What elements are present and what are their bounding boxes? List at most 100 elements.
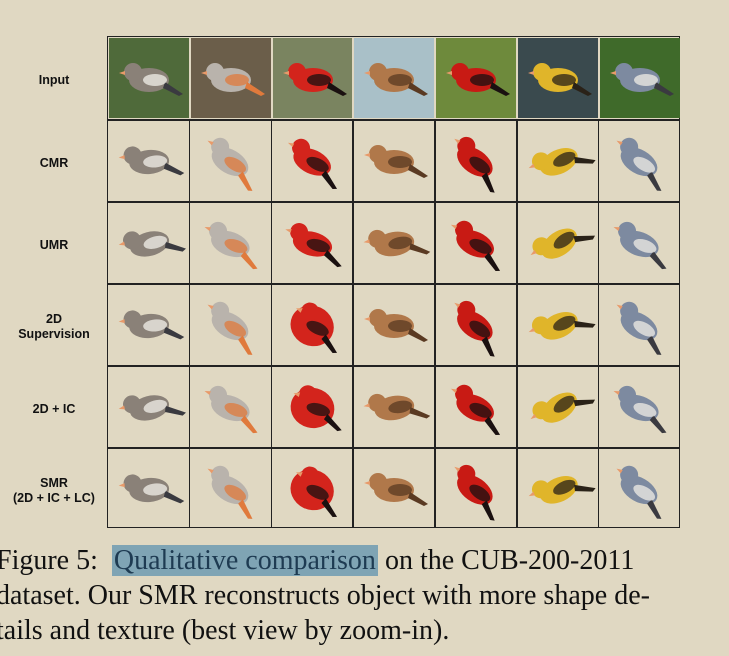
kingfisher-bird-icon (616, 301, 662, 355)
input-photo (518, 38, 598, 118)
reconstruction-image (273, 284, 353, 364)
caption-prefix: Figure 5: (0, 545, 98, 576)
oriole-bird-icon (528, 63, 592, 96)
grid-line (108, 447, 679, 449)
scarlet-tanager-bird-icon (454, 136, 495, 193)
warbler-bird-icon (119, 63, 183, 96)
gray-finch-bird-icon (200, 63, 265, 96)
grid-line (108, 365, 679, 367)
comparison-grid (107, 36, 680, 528)
grid-line (270, 119, 273, 528)
row-label-input: Input (0, 38, 108, 122)
reconstruction-image (109, 202, 189, 282)
kingfisher-bird-icon (609, 63, 674, 96)
reconstruction-image (109, 120, 189, 200)
reconstruction-image (518, 284, 598, 364)
reconstruction-image (518, 448, 598, 528)
reconstruction-image (600, 366, 680, 446)
reconstruction-image (600, 120, 680, 200)
grid-line (352, 119, 354, 528)
oriole-bird-icon (530, 392, 596, 423)
reconstruction-image (436, 202, 516, 282)
input-photo (354, 38, 435, 118)
row-label-cmr: CMR (0, 122, 108, 204)
row-label-text: (2D + IC + LC) (13, 491, 95, 505)
row-label-2d-supervision: 2D Supervision (0, 286, 108, 368)
reconstruction-image (354, 448, 434, 528)
warbler-bird-icon (118, 395, 186, 421)
sparrow-bird-icon (364, 63, 429, 96)
input-photo (272, 38, 353, 118)
cardinal-bird-icon (282, 63, 347, 96)
kingfisher-bird-icon (616, 465, 662, 519)
reconstruction-image (600, 448, 680, 528)
gray-finch-bird-icon (207, 465, 253, 519)
row-label-text: 2D + IC (32, 401, 76, 416)
kingfisher-bird-icon (616, 137, 662, 191)
reconstruction-image (273, 202, 353, 282)
reconstruction-image (273, 448, 353, 528)
cardinal-bird-icon (284, 223, 342, 268)
row-label-text: SMR (40, 476, 68, 490)
oriole-bird-icon (528, 148, 596, 176)
sparrow-bird-icon (364, 473, 429, 506)
kingfisher-bird-icon (613, 221, 667, 270)
reconstruction-image (354, 202, 434, 282)
warbler-bird-icon (118, 310, 185, 340)
sparrow-bird-icon (364, 309, 429, 342)
reconstruction-image (436, 120, 516, 200)
grid-line (597, 119, 600, 528)
grid-line (516, 119, 518, 528)
cardinal-bird-icon (287, 138, 337, 189)
input-photo (109, 38, 189, 118)
reconstruction-image (109, 284, 189, 364)
reconstruction-image (518, 202, 598, 282)
reconstruction-image (191, 366, 271, 446)
gray-finch-bird-icon (207, 137, 253, 191)
cardinal-bird-icon (290, 385, 342, 432)
caption-line-1: Figure 5: Qualitative comparison on the … (0, 544, 634, 578)
sparrow-bird-icon (363, 393, 431, 421)
reconstruction-image (354, 366, 434, 446)
row-label-text: Supervision (18, 327, 90, 341)
reconstruction-image (354, 284, 434, 364)
scarlet-tanager-bird-icon (454, 464, 495, 521)
reconstruction-image (436, 448, 516, 528)
warbler-bird-icon (118, 231, 186, 257)
oriole-bird-icon (528, 312, 596, 340)
input-photo (436, 38, 516, 118)
cardinal-bird-icon (290, 302, 337, 353)
caption-line1-rest: on the CUB-200-2011 (384, 545, 635, 576)
reconstruction-image (191, 120, 271, 200)
reconstruction-image (191, 448, 271, 528)
reconstruction-image (109, 366, 189, 446)
gray-finch-bird-icon (204, 385, 258, 434)
scarlet-tanager-bird-icon (454, 300, 495, 357)
reconstruction-image (191, 284, 271, 364)
sparrow-bird-icon (363, 229, 431, 257)
grid-line (108, 119, 679, 121)
caption-highlight: Qualitative comparison (111, 545, 378, 576)
scarlet-tanager-bird-icon (451, 220, 501, 271)
scarlet-tanager-bird-icon (446, 63, 511, 96)
scarlet-tanager-bird-icon (451, 384, 501, 435)
reconstruction-image (273, 120, 353, 200)
oriole-bird-icon (530, 228, 596, 259)
reconstruction-image (191, 202, 271, 282)
row-label-text: 2D (46, 312, 62, 326)
reconstruction-image (600, 284, 680, 364)
caption-line-3: tails and texture (best view by zoom-in)… (0, 615, 450, 646)
row-label-2d-ic: 2D + IC (0, 368, 108, 450)
grid-line (108, 283, 679, 285)
input-photo (599, 38, 680, 118)
row-label-smr: SMR (2D + IC + LC) (0, 450, 108, 532)
grid-line (434, 119, 436, 528)
oriole-bird-icon (528, 476, 596, 504)
reconstruction-image (273, 366, 353, 446)
row-label-umr: UMR (0, 204, 108, 286)
reconstruction-image (518, 120, 598, 200)
warbler-bird-icon (118, 146, 185, 176)
warbler-bird-icon (118, 474, 185, 504)
sparrow-bird-icon (364, 145, 429, 178)
gray-finch-bird-icon (204, 221, 258, 270)
